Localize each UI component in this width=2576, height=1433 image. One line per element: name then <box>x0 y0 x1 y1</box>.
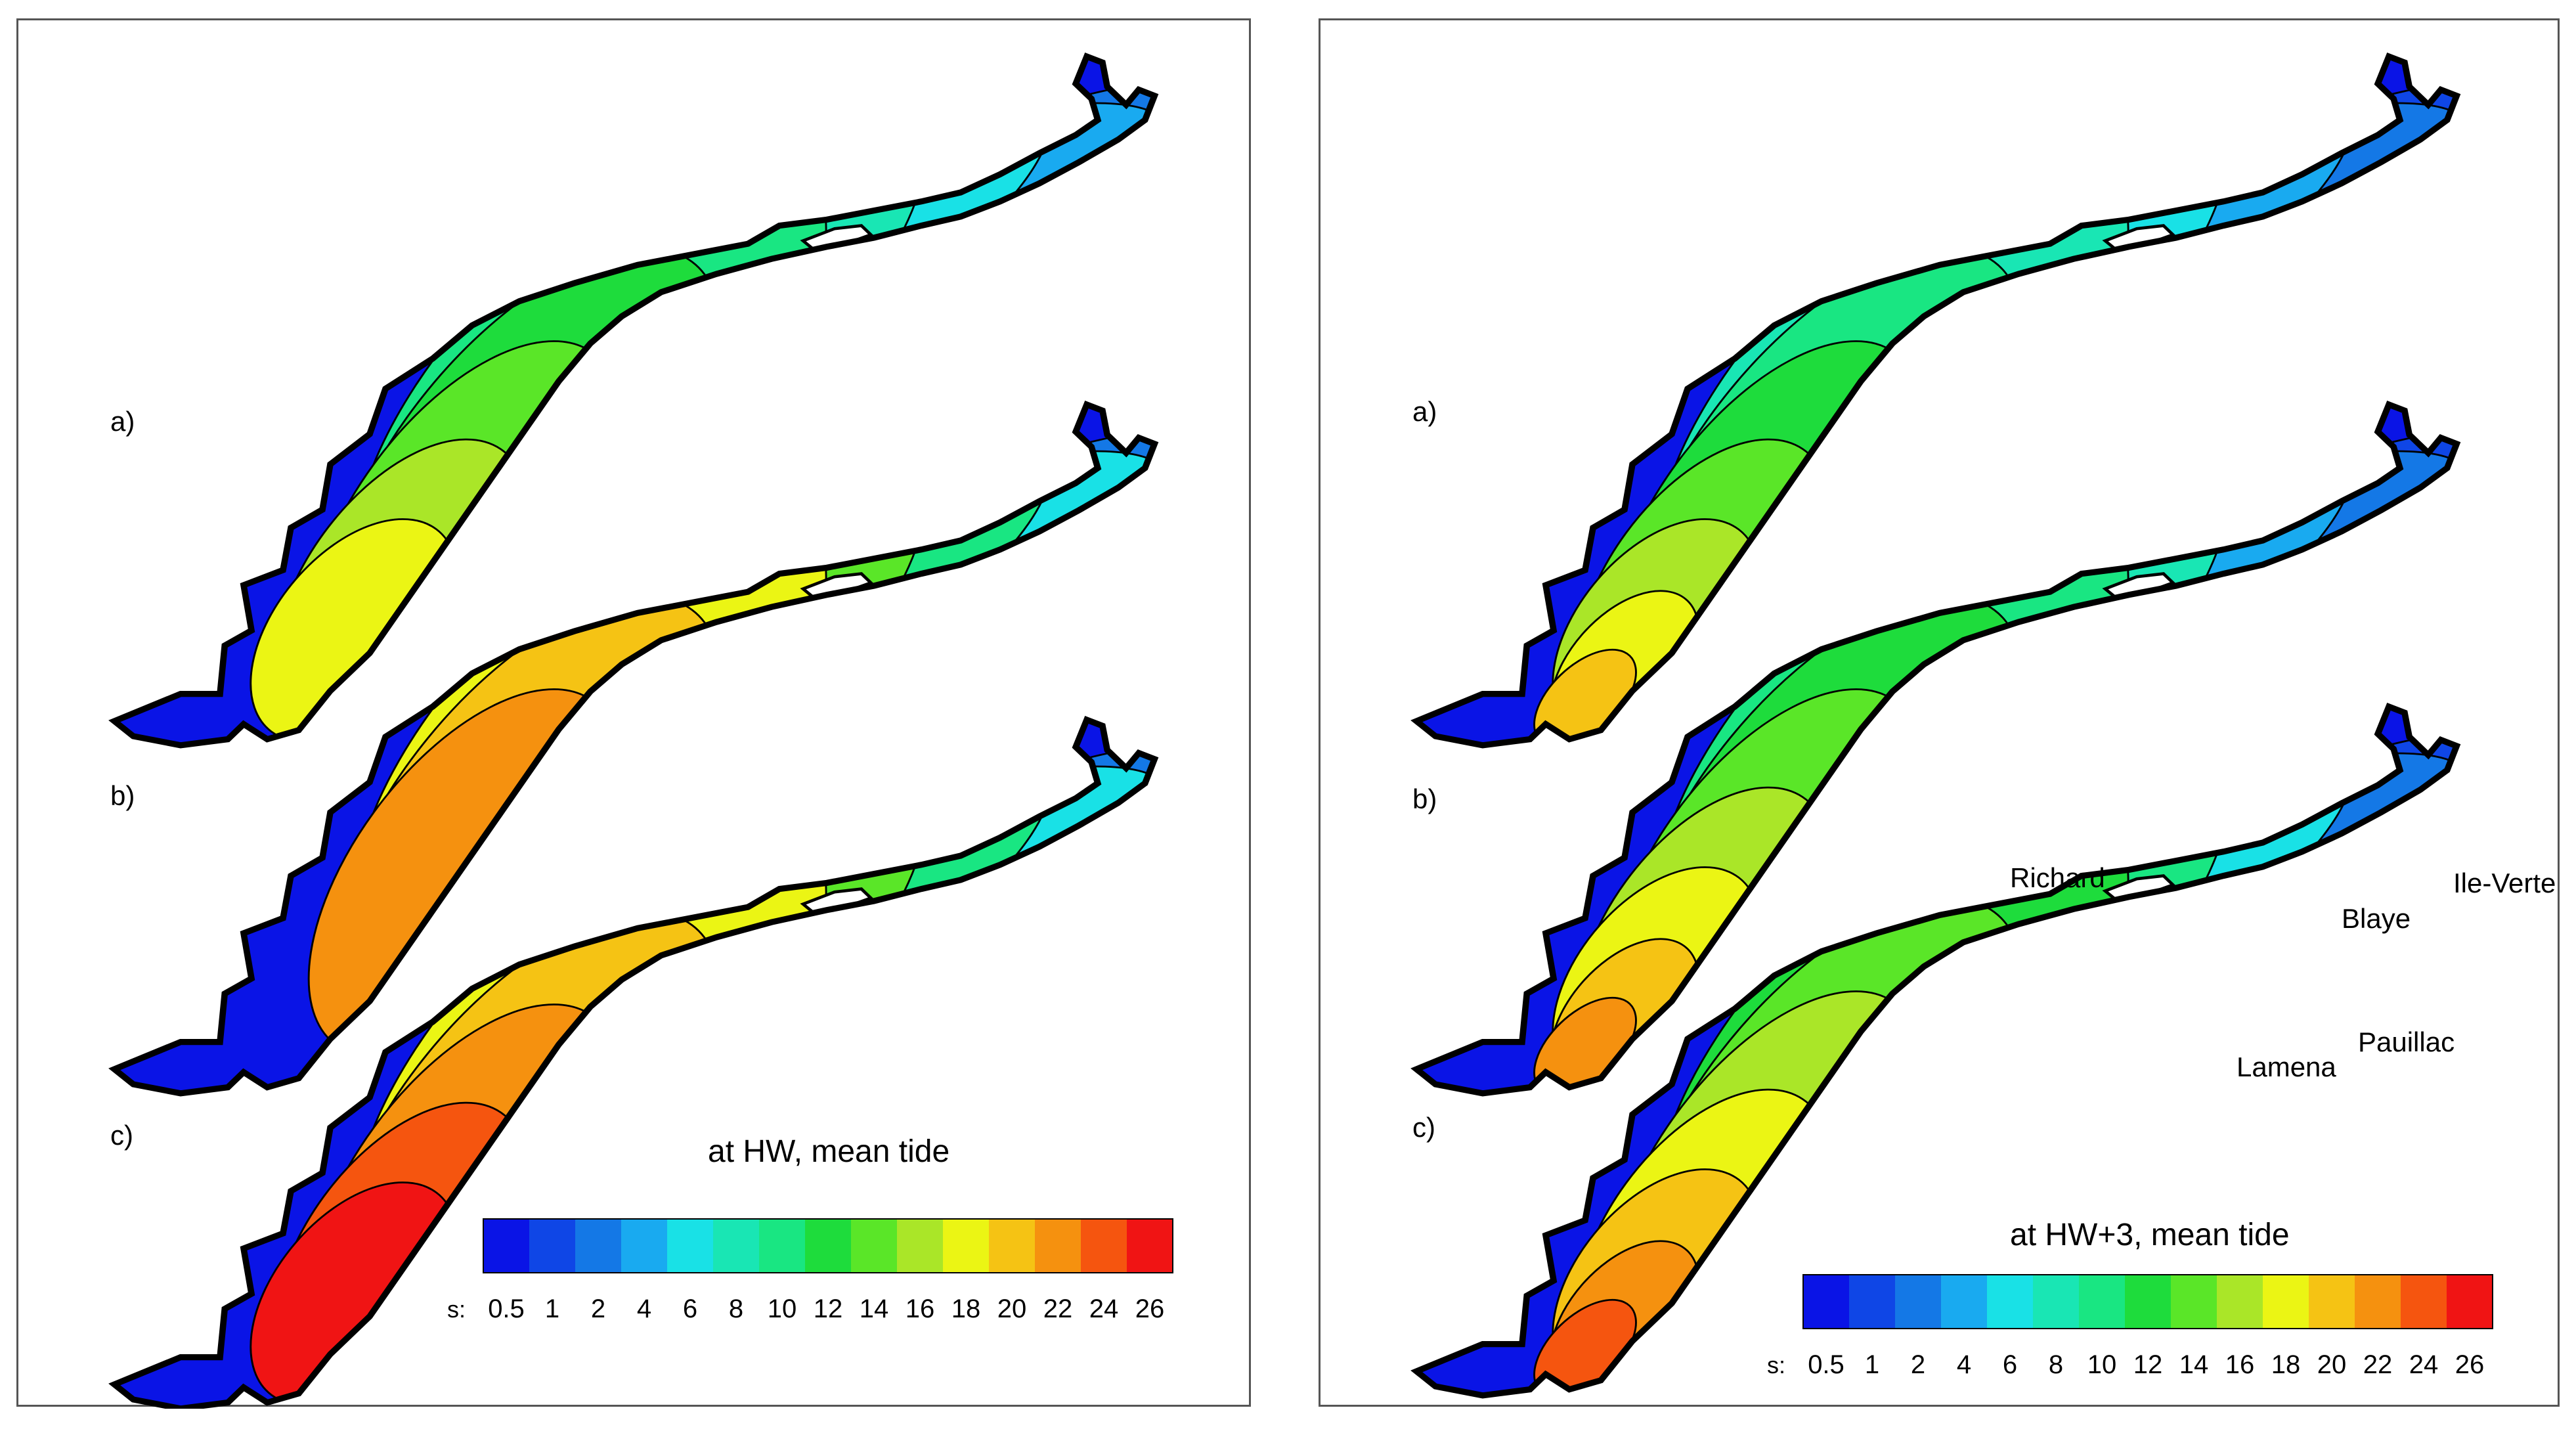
place-label-richard: Richard <box>2010 862 2105 893</box>
legend-tick-label: 0.5 <box>1808 1350 1845 1379</box>
legend-swatch <box>943 1219 990 1273</box>
legend-swatch <box>2217 1275 2263 1329</box>
legend-swatch <box>1895 1275 1942 1329</box>
legend-swatch <box>621 1219 668 1273</box>
legend-tick-label: 20 <box>997 1294 1027 1323</box>
legend-swatch <box>2125 1275 2172 1329</box>
legend-swatch <box>2079 1275 2126 1329</box>
legend-swatch <box>1987 1275 2034 1329</box>
estuary-panel-0 <box>1410 53 2461 749</box>
estuary-outline <box>1410 53 2461 749</box>
legend-swatch <box>2447 1275 2493 1329</box>
legend-swatch <box>1941 1275 1988 1329</box>
legend-swatch <box>2401 1275 2447 1329</box>
estuary-panel-0 <box>108 53 1159 749</box>
figure-title: at HW, mean tide <box>708 1134 950 1169</box>
legend-tick-label: 22 <box>2363 1350 2393 1379</box>
figure-title: at HW+3, mean tide <box>2010 1218 2290 1252</box>
panel-label-a: a) <box>1412 396 1437 427</box>
legend-tick-label: 2 <box>591 1294 605 1323</box>
legend-swatch <box>1081 1219 1127 1273</box>
legend-swatch <box>1127 1219 1173 1273</box>
place-label-lamena: Lamena <box>2237 1051 2336 1082</box>
panel-label-b: b) <box>1412 783 1437 814</box>
legend-tick-label: 20 <box>2317 1350 2347 1379</box>
legend-swatch <box>2033 1275 2080 1329</box>
panel-label-a: a) <box>110 406 135 437</box>
color-legend: s: 0.5 1 2 4 6 8 10 12 14 16 18 20 22 24 26 <box>447 1218 1173 1323</box>
estuary-panel-1 <box>108 401 1159 1097</box>
salinity-region <box>1416 56 2457 745</box>
figure-panel-right: a) b) c) Richard Lamena Pauillac Blaye I… <box>1319 18 2560 1407</box>
legend-tick-label: 6 <box>683 1294 697 1323</box>
legend-tick-label: 4 <box>1957 1350 1971 1379</box>
estuary-outline <box>1410 703 2461 1399</box>
panel-label-b: b) <box>110 780 135 811</box>
legend-swatch <box>805 1219 852 1273</box>
legend-variable-label: s: <box>447 1296 466 1323</box>
legend-swatch <box>2263 1275 2309 1329</box>
legend-tick-label: 8 <box>2049 1350 2063 1379</box>
legend-swatch <box>2171 1275 2217 1329</box>
legend-tick-label: 22 <box>1043 1294 1073 1323</box>
legend-tick-label: 18 <box>2271 1350 2301 1379</box>
legend-tick-label: 16 <box>906 1294 935 1323</box>
legend-swatch <box>667 1219 714 1273</box>
salinity-region <box>114 405 1155 1093</box>
legend-swatch <box>1803 1275 1850 1329</box>
legend-swatch <box>1849 1275 1896 1329</box>
legend-tick-label: 10 <box>768 1294 797 1323</box>
place-label-blaye: Blaye <box>2342 903 2411 934</box>
legend-tick-label: 18 <box>951 1294 981 1323</box>
legend-tick-label: 24 <box>1089 1294 1119 1323</box>
estuary-outline <box>1410 401 2461 1097</box>
estuary-outline <box>108 53 1159 749</box>
legend-tick-label: 12 <box>814 1294 843 1323</box>
estuary-map-left: a) b) c) at HW, mean tide s: 0.5 1 2 4 6 8 10 12… <box>108 53 1173 1409</box>
legend-tick-label: 0.5 <box>488 1294 525 1323</box>
legend-tick-label: 16 <box>2225 1350 2255 1379</box>
legend-tick-label: 6 <box>2003 1350 2017 1379</box>
legend-tick-label: 1 <box>1865 1350 1879 1379</box>
legend-tick-label: 10 <box>2087 1350 2117 1379</box>
legend-tick-label: 1 <box>545 1294 559 1323</box>
legend-tick-label: 26 <box>2455 1350 2485 1379</box>
legend-swatch <box>529 1219 576 1273</box>
legend-swatch <box>713 1219 760 1273</box>
legend-tick-label: 12 <box>2133 1350 2163 1379</box>
estuary-map-right: a) b) c) Richard Lamena Pauillac Blaye I… <box>1410 53 2556 1399</box>
legend-swatch <box>1035 1219 1081 1273</box>
legend-swatch <box>989 1219 1036 1273</box>
color-legend: s: 0.5 1 2 4 6 8 10 12 14 16 18 20 22 24 26 <box>1767 1274 2493 1379</box>
legend-tick-label: 2 <box>1911 1350 1925 1379</box>
legend-tick-label: 8 <box>729 1294 743 1323</box>
legend-tick-label: 14 <box>860 1294 889 1323</box>
legend-tick-label: 26 <box>1135 1294 1165 1323</box>
legend-swatch <box>851 1219 898 1273</box>
legend-tick-label: 4 <box>637 1294 651 1323</box>
panel-label-c: c) <box>110 1120 133 1151</box>
legend-swatch <box>897 1219 944 1273</box>
salinity-region <box>114 56 1155 745</box>
legend-swatch <box>2355 1275 2401 1329</box>
legend-swatch <box>575 1219 622 1273</box>
legend-swatch <box>759 1219 806 1273</box>
figure-panel-left: a) b) c) at HW, mean tide s: 0.5 1 2 4 6 8 10 12… <box>16 18 1251 1409</box>
estuary-outline <box>108 401 1159 1097</box>
legend-variable-label: s: <box>1767 1352 1785 1378</box>
panel-label-c: c) <box>1412 1112 1435 1143</box>
legend-swatch <box>483 1219 530 1273</box>
place-label-ile-verte: Ile-Verte <box>2453 868 2556 898</box>
estuary-outline <box>108 716 1159 1409</box>
place-label-pauillac: Pauillac <box>2358 1026 2455 1057</box>
legend-tick-label: 14 <box>2179 1350 2209 1379</box>
legend-swatch <box>2309 1275 2355 1329</box>
legend-tick-label: 24 <box>2409 1350 2439 1379</box>
